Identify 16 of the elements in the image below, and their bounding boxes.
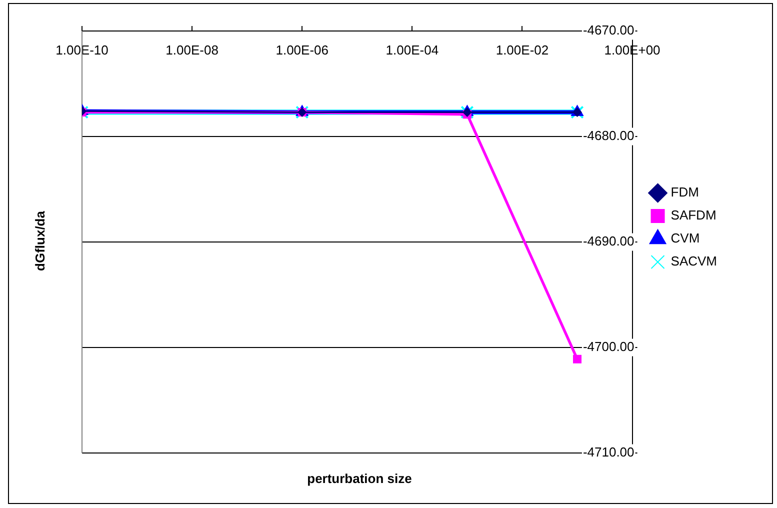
legend-label: SACVM	[670, 254, 718, 269]
y-tick-label: -4670.00	[582, 22, 634, 38]
x-axis-title: perturbation size	[306, 471, 413, 486]
x-tick-label: 1.00E-06	[276, 42, 328, 58]
x-tick-label: 1.00E-04	[386, 42, 439, 58]
legend-label: CVM	[670, 230, 700, 246]
x-tick-label: 1.00E-02	[496, 42, 549, 58]
x-tick-label: 1.00E-08	[166, 42, 218, 58]
x-tick-label: 1.00E-10	[56, 42, 108, 58]
y-tick-label: -4690.00	[582, 234, 634, 249]
y-tick-label: -4680.00	[582, 128, 634, 144]
y-tick-label: -4710.00	[582, 444, 634, 460]
y-tick-label: -4700.00	[582, 339, 634, 354]
legend-label: SAFDM	[670, 208, 716, 223]
legend-label: FDM	[670, 184, 699, 200]
y-axis-title: dGflux/da	[32, 211, 48, 271]
